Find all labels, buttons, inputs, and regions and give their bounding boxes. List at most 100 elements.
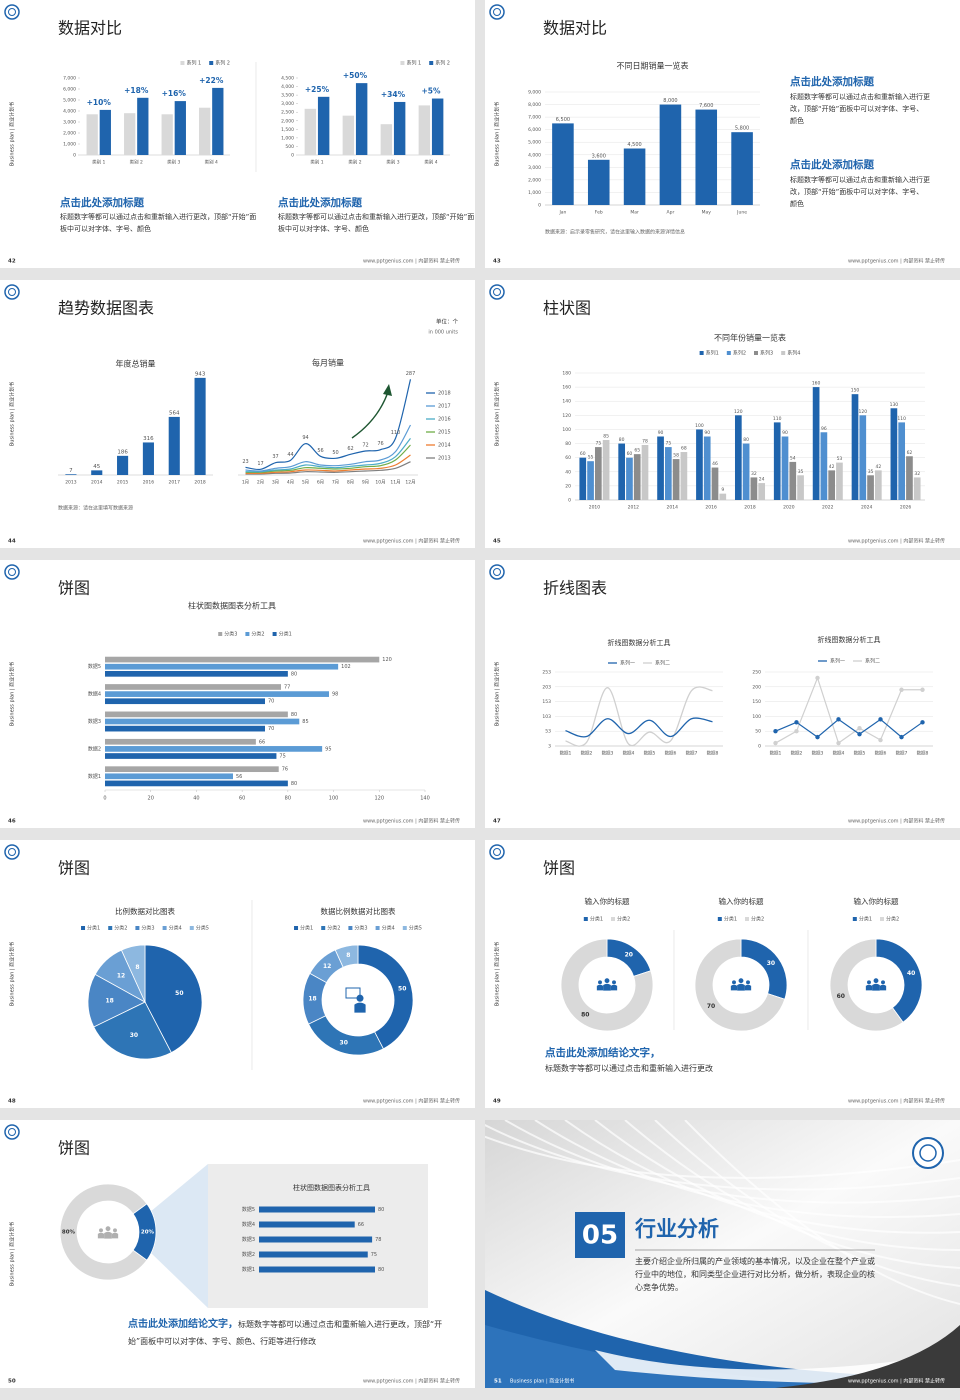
slide-number: 45 [493, 539, 501, 545]
side-label: Business plan | 商业计划书 [9, 942, 16, 1006]
legend-swatch [375, 926, 380, 930]
value-label: 66 [259, 739, 265, 745]
bar [664, 447, 672, 500]
y-tick-label: 数据5 [242, 1206, 255, 1213]
legend-label: 系列二 [865, 658, 880, 665]
legend-label: 系列二 [655, 660, 670, 667]
annotation: +34% [381, 90, 406, 99]
y-tick-label: 200 [752, 684, 761, 690]
bar [828, 470, 836, 500]
marker [794, 729, 799, 734]
value-label: 77 [284, 684, 290, 690]
bar [105, 766, 279, 773]
y-tick-label: 8,000 [528, 102, 541, 108]
side-label: Business plan | 商业计划书 [9, 102, 16, 166]
slide-canvas: Business plan | 商业计划书 45 www.pptgenius.com… [489, 284, 945, 545]
chart: 0 1,000 2,000 3,000 4,000 5,000 6,000 7,000 8,00… [528, 61, 760, 216]
marker [773, 729, 778, 734]
chart-title: 输入你的标题 [585, 896, 630, 906]
legend: 分类1 分类2 [717, 916, 764, 923]
bar [758, 483, 766, 500]
logo [4, 564, 20, 580]
bar [657, 436, 664, 500]
bar [898, 422, 906, 500]
chart: 0 1,000 2,000 3,000 4,000 5,000 6,000 7,000 类别 1… [63, 60, 230, 166]
legend-label: 分类2 [327, 925, 340, 932]
marker [857, 726, 862, 731]
legend-label: 分类1 [279, 631, 292, 638]
legend-label: 系列一 [830, 658, 845, 665]
legend-label: 分类3 [224, 631, 237, 638]
slide-number: 51 [494, 1379, 502, 1385]
x-tick-label: 8月 [347, 480, 354, 486]
bar [342, 115, 355, 155]
bar [105, 663, 339, 670]
value-label: 62 [347, 446, 353, 452]
x-tick-label: 数据1 [560, 750, 572, 757]
value-label: 12 [323, 963, 331, 970]
bar [105, 670, 288, 677]
bar [913, 477, 921, 500]
icon [104, 1231, 112, 1239]
slide-canvas: Business plan | 商业计划书 42 www.pptgenius.com… [4, 4, 460, 265]
section-body: 主要介绍企业所归属的产业领域的基本情况，以及企业在整个产业或行业中的地位，和同类… [635, 1257, 875, 1292]
bar [105, 780, 288, 787]
legend-swatch [272, 632, 277, 636]
chart-title: 不同年份销量一览表 [714, 333, 786, 343]
y-tick-label: 5,000 [528, 140, 541, 146]
value-label: 150 [851, 388, 860, 394]
footer: www.pptgenius.com | 内部资料 禁止转传 [848, 538, 945, 545]
legend-swatch [611, 917, 615, 921]
icon [612, 980, 616, 985]
slide-canvas: Business plan | 商业计划书 47 www.pptgenius.com… [489, 564, 945, 825]
icon [737, 983, 745, 991]
chart-title: 输入你的标题 [854, 896, 899, 906]
y-tick-label: 3,000 [281, 101, 294, 107]
x-tick-label: 11月 [390, 480, 400, 486]
logo [8, 568, 16, 576]
value-label: 30 [767, 960, 775, 967]
value-label: 80 [291, 712, 297, 718]
icon [746, 980, 750, 985]
slide-number: 46 [8, 819, 16, 825]
unit: in 000 units [428, 330, 458, 336]
slide: Business plan | 商业计划书 50 www.pptgenius.com… [0, 1120, 475, 1388]
x-tick-label: 数据2 [791, 750, 803, 757]
line [245, 437, 411, 473]
value-label: 80 [619, 437, 625, 443]
legend: 系列1 系列2 系列3 系列4 [699, 350, 800, 357]
marker [878, 737, 883, 743]
legend-label: 系列2 [733, 350, 746, 357]
conclusion-heading: 点击此处添加结论文字， [545, 1047, 661, 1059]
bar [672, 459, 680, 500]
bar [91, 470, 103, 475]
y-tick-label: 53 [545, 729, 551, 735]
line [775, 676, 923, 745]
y-tick-label: 3,500 [281, 93, 294, 99]
value-label: 120 [858, 409, 867, 415]
chart-title: 折线图数据分析工具 [818, 635, 881, 644]
legend: 系列 1 系列 2 [400, 60, 450, 67]
line [565, 717, 713, 738]
icon [598, 980, 602, 985]
x-tick-label: 类别 3 [386, 159, 399, 166]
line [245, 379, 412, 471]
x-tick-label: 数据5 [644, 750, 656, 757]
icon [354, 1002, 366, 1013]
body-text: 标题数字等都可以通过点击和重新输入进行更改，顶部“开始”面板中可以对字体、字号、… [790, 176, 930, 208]
chart-title: 折线图数据分析工具 [608, 638, 671, 647]
y-tick-label: 60 [565, 455, 571, 461]
slide-number: 49 [493, 1099, 501, 1105]
legend-label: 分类5 [409, 925, 422, 932]
logo [4, 4, 20, 20]
swoosh [485, 1123, 960, 1191]
bar [703, 436, 711, 500]
value-label: 78 [375, 1237, 381, 1243]
icon [738, 978, 744, 984]
y-tick-label: 1,000 [528, 190, 541, 196]
bar [773, 422, 781, 500]
marker [878, 717, 883, 722]
x-tick-label: 120 [375, 796, 385, 802]
value-label: 110 [773, 416, 782, 422]
